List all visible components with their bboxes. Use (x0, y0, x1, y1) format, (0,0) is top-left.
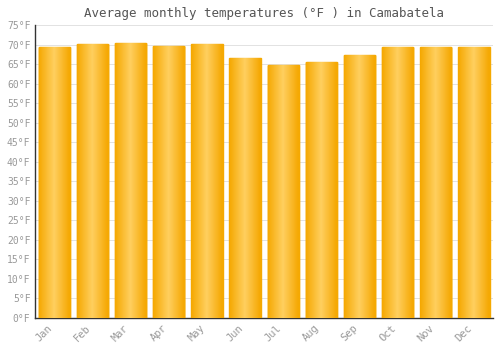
Title: Average monthly temperatures (°F ) in Camabatela: Average monthly temperatures (°F ) in Ca… (84, 7, 444, 20)
